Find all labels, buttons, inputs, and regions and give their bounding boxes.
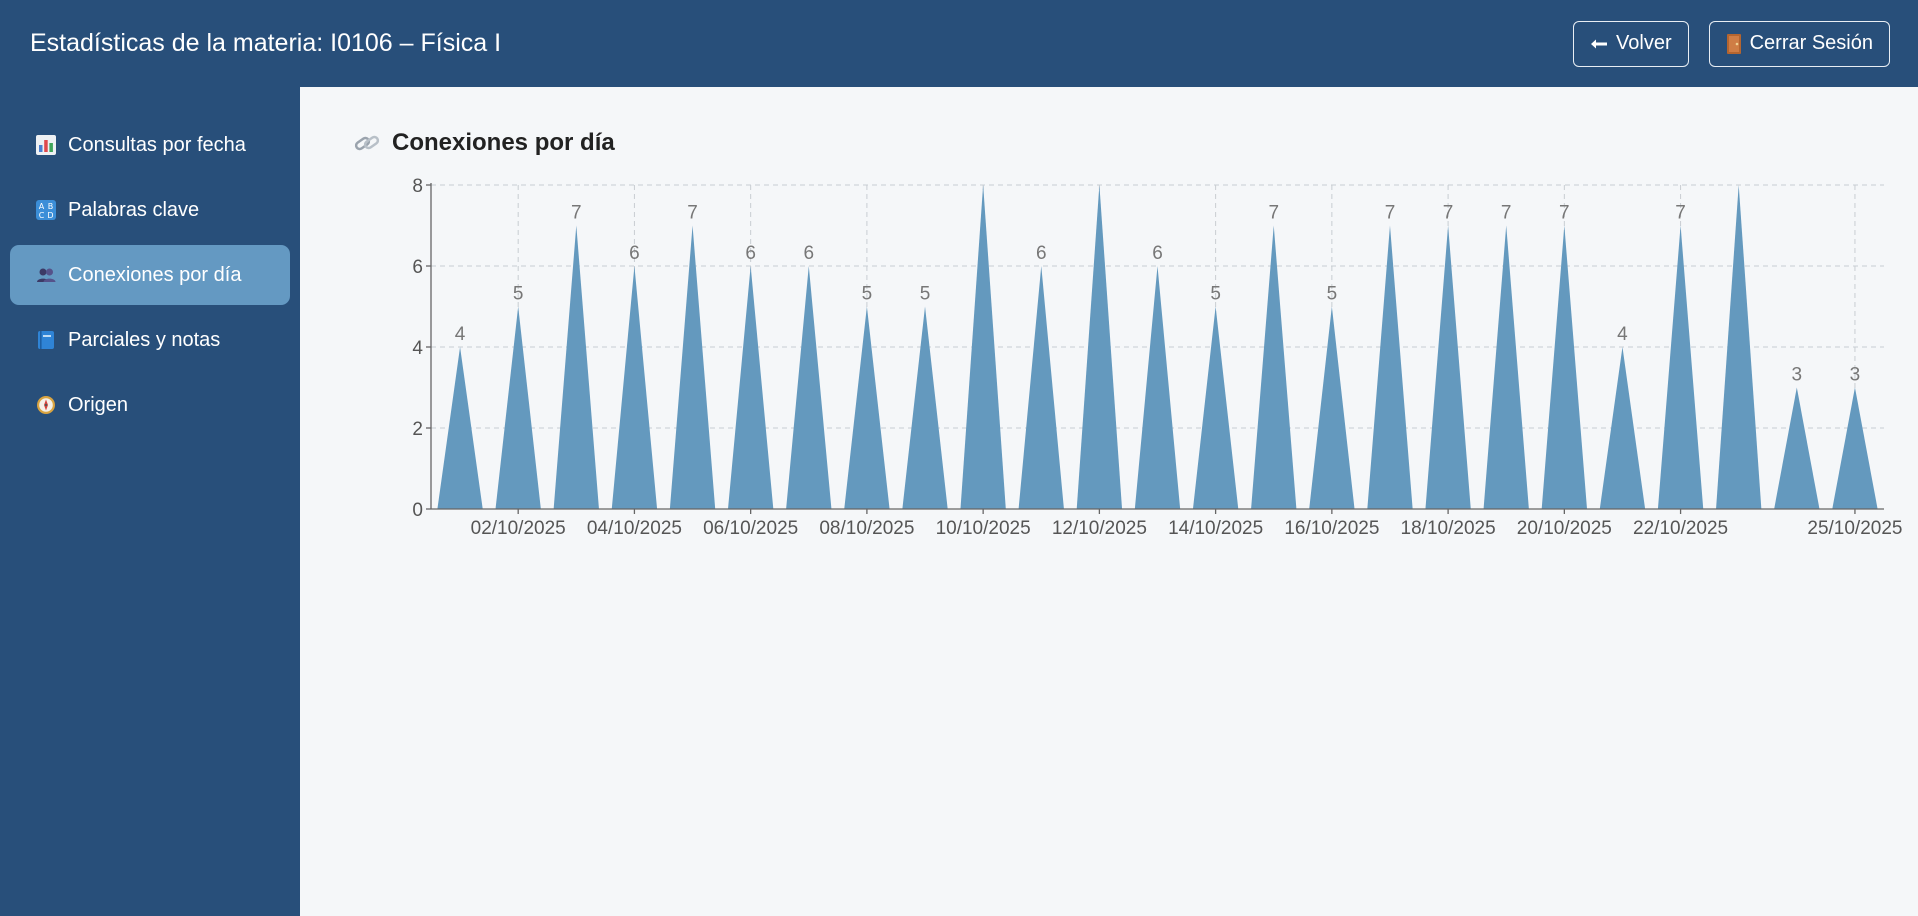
x-tick-label: 20/10/2025 — [1517, 518, 1612, 539]
sidebar-item-conexiones[interactable]: Conexiones por día — [10, 245, 290, 305]
chart-bar — [437, 347, 483, 509]
chart-bar — [1657, 225, 1704, 509]
chart-bar — [553, 225, 599, 509]
x-tick-label: 10/10/2025 — [936, 518, 1031, 539]
data-label: 7 — [1385, 203, 1396, 224]
x-tick-label: 08/10/2025 — [819, 518, 914, 539]
chart-bar — [669, 225, 716, 509]
chart-bar — [1425, 225, 1471, 509]
data-label: 3 — [1850, 365, 1861, 386]
y-tick-label: 4 — [412, 338, 423, 359]
chart-bar — [727, 266, 774, 509]
data-label: 6 — [629, 243, 640, 264]
y-tick-label: 8 — [412, 176, 423, 197]
chart-bar — [844, 306, 890, 509]
sidebar-item-label: Consultas por fecha — [68, 133, 246, 156]
section-title: Conexiones por día — [354, 129, 615, 157]
chart-bar — [1076, 185, 1123, 509]
data-label: 4 — [1617, 324, 1628, 345]
chart-bar — [1541, 225, 1588, 509]
chart-bar — [611, 266, 658, 509]
chart-bar — [1774, 387, 1820, 509]
chart-bar — [1018, 266, 1064, 509]
arrow-left-icon — [1590, 38, 1608, 50]
chart-bar — [1192, 306, 1239, 509]
sidebar-item-label: Origen — [68, 393, 129, 416]
data-label: 7 — [1443, 203, 1454, 224]
x-tick-label: 18/10/2025 — [1401, 518, 1496, 539]
data-label: 5 — [1327, 284, 1338, 305]
chart-bar — [1134, 266, 1181, 509]
x-tick-label: 16/10/2025 — [1284, 518, 1379, 539]
back-button[interactable]: Volver — [1573, 20, 1689, 67]
compass-icon — [36, 395, 56, 415]
svg-text:B: B — [48, 202, 54, 211]
data-label: 5 — [862, 284, 873, 305]
data-label: 7 — [1559, 203, 1570, 224]
chart-bar — [960, 185, 1006, 509]
chart-bar — [786, 266, 832, 509]
svg-text:D: D — [47, 211, 53, 220]
data-label: 5 — [920, 284, 931, 305]
x-tick-label: 12/10/2025 — [1052, 518, 1147, 539]
data-label: 5 — [513, 284, 524, 305]
chart-bar — [1367, 225, 1413, 509]
data-label: 7 — [1268, 203, 1279, 224]
sidebar-item-origen[interactable]: Origen — [10, 375, 290, 435]
bar-chart-icon — [36, 135, 56, 155]
sidebar-item-label: Palabras clave — [68, 198, 200, 221]
chart-bars — [437, 185, 1878, 509]
data-label: 7 — [687, 203, 698, 224]
logout-button[interactable]: Cerrar Sesión — [1708, 20, 1890, 67]
y-tick-label: 6 — [412, 257, 423, 278]
door-icon — [1726, 33, 1742, 55]
svg-text:A: A — [39, 202, 45, 211]
data-label: 7 — [1675, 203, 1686, 224]
sidebar-item-parciales[interactable]: Parciales y notas — [10, 310, 290, 370]
book-icon — [36, 330, 56, 350]
y-tick-label: 0 — [412, 500, 423, 521]
link-icon — [354, 132, 380, 154]
section-title-text: Conexiones por día — [392, 129, 615, 156]
data-label: 7 — [1501, 203, 1512, 224]
chart-bar — [1483, 225, 1529, 509]
chart-bar — [1599, 347, 1646, 509]
x-tick-label: 04/10/2025 — [587, 518, 682, 539]
users-icon — [36, 265, 56, 285]
y-tick-label: 2 — [412, 419, 423, 440]
svg-text:C: C — [39, 211, 45, 220]
data-label: 6 — [1036, 243, 1047, 264]
data-label: 5 — [1210, 284, 1221, 305]
top-bar: Estadísticas de la materia: I0106 – Físi… — [0, 0, 1918, 87]
chart-bar — [1309, 306, 1355, 509]
x-tick-label: 22/10/2025 — [1633, 518, 1728, 539]
chart-bar — [1251, 225, 1297, 509]
x-tick-label: 06/10/2025 — [703, 518, 798, 539]
data-label: 6 — [745, 243, 756, 264]
chart-bar — [1716, 185, 1762, 509]
data-label: 6 — [803, 243, 814, 264]
sidebar-item-consultas[interactable]: Consultas por fecha — [10, 115, 290, 175]
chart-bar — [1832, 387, 1878, 509]
data-label: 3 — [1792, 365, 1803, 386]
main-content: Conexiones por día 0 2 4 6 8 02/10/2025 04/10/… — [300, 87, 1918, 916]
chart-bar — [902, 306, 948, 509]
logout-button-label: Cerrar Sesión — [1749, 32, 1873, 54]
x-tick-label: 02/10/2025 — [471, 518, 566, 539]
chart-bar — [495, 306, 541, 509]
page-title: Estadísticas de la materia: I0106 – Físi… — [30, 29, 502, 57]
data-label: 4 — [455, 324, 466, 345]
sidebar-item-label: Conexiones por día — [68, 263, 242, 286]
x-tick-label: 25/10/2025 — [1807, 518, 1902, 539]
sidebar-item-label: Parciales y notas — [68, 328, 221, 351]
x-tick-label: 14/10/2025 — [1168, 518, 1263, 539]
back-button-label: Volver — [1616, 32, 1672, 54]
connections-chart: 0 2 4 6 8 02/10/2025 04/10/2025 06/10/2025 08/10… — [412, 176, 1902, 539]
data-label: 7 — [571, 203, 582, 224]
data-label: 6 — [1152, 243, 1163, 264]
